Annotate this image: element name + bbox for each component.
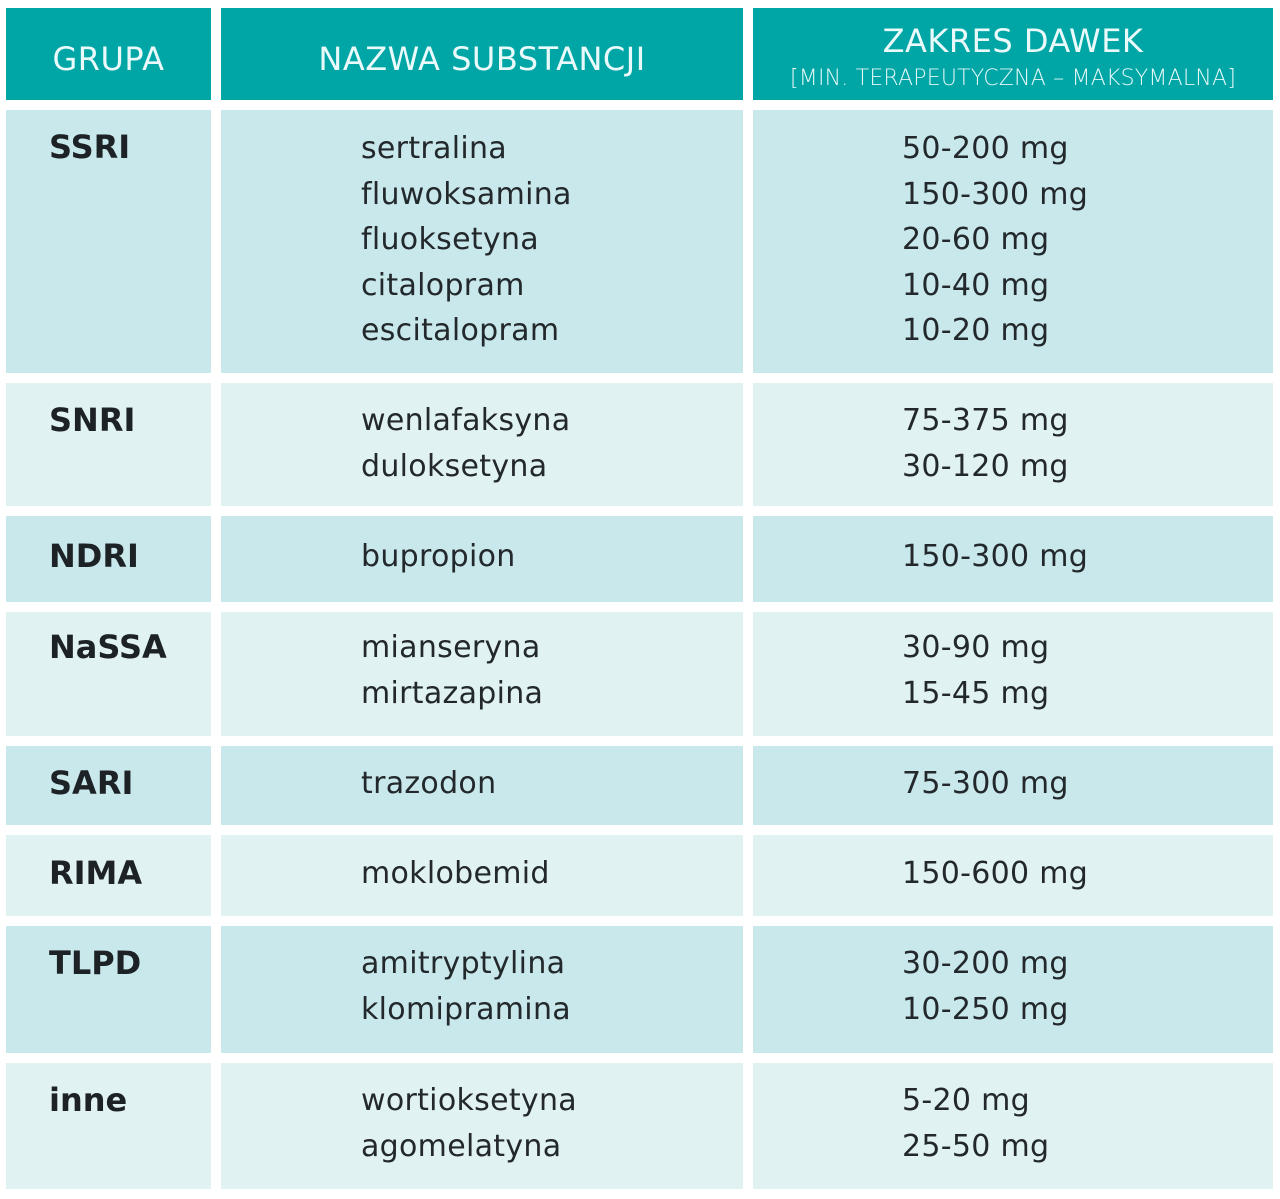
header-group: GRUPA xyxy=(6,8,211,100)
group-label: SSRI xyxy=(49,128,131,166)
table-row-group-cell: NaSSA xyxy=(6,612,211,736)
substance-list: moklobemid xyxy=(361,856,550,891)
substance-list: amitryptylina klomipramina xyxy=(361,946,571,1027)
header-dose-sublabel: [MIN. TERAPEUTYCZNA – MAKSYMALNA] xyxy=(790,66,1236,91)
substance-list: trazodon xyxy=(361,766,497,801)
table-row-substance-cell: mianseryna mirtazapina xyxy=(221,612,743,736)
dose-list: 50-200 mg 150-300 mg 20-60 mg 10-40 mg 1… xyxy=(902,131,1089,349)
table-row-substance-cell: wortioksetyna agomelatyna xyxy=(221,1063,743,1189)
substance-list: wenlafaksyna duloksetyna xyxy=(361,403,571,484)
table-row-substance-cell: trazodon xyxy=(221,746,743,825)
group-label: TLPD xyxy=(49,944,142,982)
table-row-group-cell: SNRI xyxy=(6,383,211,506)
table-row-dose-cell: 75-375 mg 30-120 mg xyxy=(753,383,1273,506)
table-row-dose-cell: 50-200 mg 150-300 mg 20-60 mg 10-40 mg 1… xyxy=(753,110,1273,373)
table-row-group-cell: TLPD xyxy=(6,926,211,1053)
table-row-group-cell: RIMA xyxy=(6,835,211,916)
group-label: NDRI xyxy=(49,537,139,575)
table-row-substance-cell: bupropion xyxy=(221,516,743,602)
table-row-group-cell: inne xyxy=(6,1063,211,1189)
header-dose: ZAKRES DAWEK [MIN. TERAPEUTYCZNA – MAKSY… xyxy=(753,8,1273,100)
table-row-substance-cell: sertralina fluwoksamina fluoksetyna cita… xyxy=(221,110,743,373)
table-row-substance-cell: moklobemid xyxy=(221,835,743,916)
dose-list: 150-600 mg xyxy=(902,856,1089,891)
header-substance-label: NAZWA SUBSTANCJI xyxy=(318,40,646,78)
dose-list: 30-90 mg 15-45 mg xyxy=(902,630,1050,711)
table-row-substance-cell: wenlafaksyna duloksetyna xyxy=(221,383,743,506)
header-group-label: GRUPA xyxy=(52,40,165,78)
table-row-dose-cell: 5-20 mg 25-50 mg xyxy=(753,1063,1273,1189)
table-row-substance-cell: amitryptylina klomipramina xyxy=(221,926,743,1053)
dose-list: 75-375 mg 30-120 mg xyxy=(902,403,1069,484)
substance-list: bupropion xyxy=(361,539,516,574)
table-row-dose-cell: 150-300 mg xyxy=(753,516,1273,602)
table-row-group-cell: SARI xyxy=(6,746,211,825)
substance-list: wortioksetyna agomelatyna xyxy=(361,1083,577,1164)
table-row-group-cell: NDRI xyxy=(6,516,211,602)
group-label: SARI xyxy=(49,764,134,802)
dose-list: 150-300 mg xyxy=(902,539,1089,574)
dose-list: 30-200 mg 10-250 mg xyxy=(902,946,1069,1027)
group-label: RIMA xyxy=(49,854,143,892)
header-dose-label: ZAKRES DAWEK xyxy=(882,22,1144,60)
substance-list: mianseryna mirtazapina xyxy=(361,630,544,711)
table-row-dose-cell: 30-90 mg 15-45 mg xyxy=(753,612,1273,736)
group-label: NaSSA xyxy=(49,628,167,666)
table-row-dose-cell: 30-200 mg 10-250 mg xyxy=(753,926,1273,1053)
table-row-group-cell: SSRI xyxy=(6,110,211,373)
table-row-dose-cell: 75-300 mg xyxy=(753,746,1273,825)
dose-list: 75-300 mg xyxy=(902,766,1069,801)
group-label: inne xyxy=(49,1081,128,1119)
header-substance: NAZWA SUBSTANCJI xyxy=(221,8,743,100)
group-label: SNRI xyxy=(49,401,136,439)
dose-list: 5-20 mg 25-50 mg xyxy=(902,1083,1050,1164)
table-row-dose-cell: 150-600 mg xyxy=(753,835,1273,916)
substance-list: sertralina fluwoksamina fluoksetyna cita… xyxy=(361,131,572,349)
